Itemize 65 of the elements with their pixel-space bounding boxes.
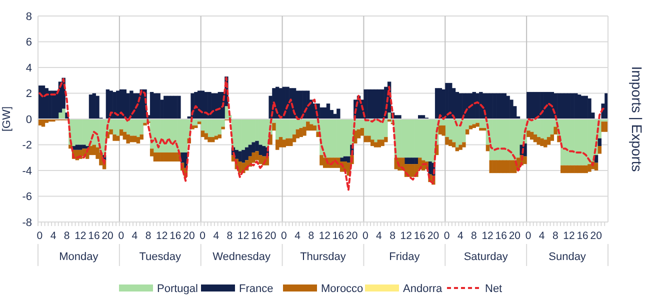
x-tick-label: 12 — [74, 230, 86, 242]
x-tick-label: 4 — [132, 230, 138, 242]
x-tick-label: 0 — [281, 230, 288, 242]
y-tick-label: 6 — [26, 36, 32, 49]
legend-label: Portugal — [157, 282, 198, 295]
x-tick-label: 20 — [590, 230, 602, 242]
x-tick-label: 16 — [576, 230, 589, 242]
x-tick-label: 20 — [102, 230, 114, 242]
x-tick-label: 12 — [400, 230, 412, 242]
y2-axis-title: Imports | Exports — [629, 66, 645, 172]
x-tick-label: 8 — [308, 230, 314, 242]
x-tick-label: 0 — [444, 230, 450, 242]
x-tick-label: 8 — [471, 230, 478, 242]
x-tick-label: 0 — [118, 230, 124, 242]
text: Sunday — [548, 251, 586, 263]
x-tick-label: 12 — [156, 230, 168, 242]
x-tick-label: 4 — [376, 230, 382, 242]
text: Friday — [389, 251, 420, 263]
y-tick-label: -6 — [22, 191, 32, 204]
x-tick-label: 20 — [183, 230, 195, 242]
x-tick-label: 20 — [346, 230, 358, 242]
x-tick-label: 12 — [482, 230, 494, 242]
x-tick-label: 8 — [390, 230, 396, 242]
x-tick-label: 20 — [508, 230, 521, 242]
x-tick-label: 4 — [50, 230, 56, 242]
x-tick-label: 16 — [332, 230, 344, 242]
x-tick-label: 0 — [525, 230, 532, 242]
x-tick-label: 8 — [226, 230, 233, 242]
x-tick-label: 8 — [552, 230, 558, 242]
legend-label: France — [239, 282, 274, 295]
y-axis-title: [GW] — [1, 106, 13, 132]
x-tick-label: 16 — [495, 230, 508, 242]
x-tick-label: 0 — [200, 230, 206, 242]
x-tick-label: 12 — [563, 230, 575, 242]
text: Saturday — [464, 251, 508, 263]
text: Thursday — [300, 251, 346, 263]
x-tick-label: 8 — [145, 230, 152, 242]
y-tick-label: 4 — [26, 62, 32, 74]
text: Monday — [59, 251, 99, 263]
y-tick-label: -2 — [22, 140, 32, 152]
y-tick-label: 8 — [26, 10, 32, 23]
x-tick-label: 20 — [427, 230, 440, 242]
x-tick-label: 0 — [36, 230, 43, 242]
legend-label: Morocco — [321, 282, 364, 295]
x-tick-label: 16 — [250, 230, 263, 242]
x-tick-label: 16 — [88, 230, 100, 242]
x-tick-label: 20 — [264, 230, 276, 242]
x-tick-label: 12 — [318, 230, 331, 242]
text: Tuesday — [139, 251, 182, 263]
y-tick-label: 0 — [26, 114, 32, 126]
x-tick-label: 4 — [457, 230, 464, 242]
x-tick-label: 16 — [170, 230, 182, 242]
text: Wednesday — [212, 251, 272, 263]
x-tick-label: 4 — [538, 230, 545, 242]
x-tick-label: 8 — [64, 230, 70, 242]
y-tick-label: -8 — [22, 216, 32, 229]
legend-label: Andorra — [403, 282, 444, 295]
x-tick-label: 16 — [414, 230, 426, 242]
x-tick-label: 4 — [294, 230, 301, 242]
y-tick-label: -4 — [22, 165, 32, 178]
y-tick-label: 2 — [26, 88, 32, 100]
x-tick-label: 4 — [213, 230, 220, 242]
legend-label: Net — [485, 282, 502, 295]
x-tick-label: 12 — [237, 230, 250, 242]
x-tick-label: 0 — [362, 230, 368, 242]
